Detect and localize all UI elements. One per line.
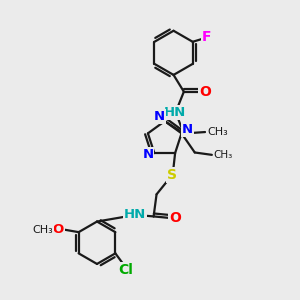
Text: N: N — [182, 123, 193, 136]
Text: CH₃: CH₃ — [32, 225, 53, 235]
Text: HN: HN — [124, 208, 146, 220]
Text: CH₃: CH₃ — [207, 127, 228, 137]
Text: O: O — [199, 85, 211, 99]
Text: F: F — [202, 30, 212, 44]
Text: N: N — [142, 148, 153, 161]
Text: —: — — [208, 127, 220, 137]
Text: O: O — [52, 223, 64, 236]
Text: HN: HN — [164, 106, 186, 119]
Text: Cl: Cl — [118, 263, 133, 277]
Text: S: S — [167, 168, 177, 182]
Text: O: O — [169, 211, 181, 225]
Text: CH₃: CH₃ — [213, 150, 232, 160]
Text: N: N — [154, 110, 165, 123]
